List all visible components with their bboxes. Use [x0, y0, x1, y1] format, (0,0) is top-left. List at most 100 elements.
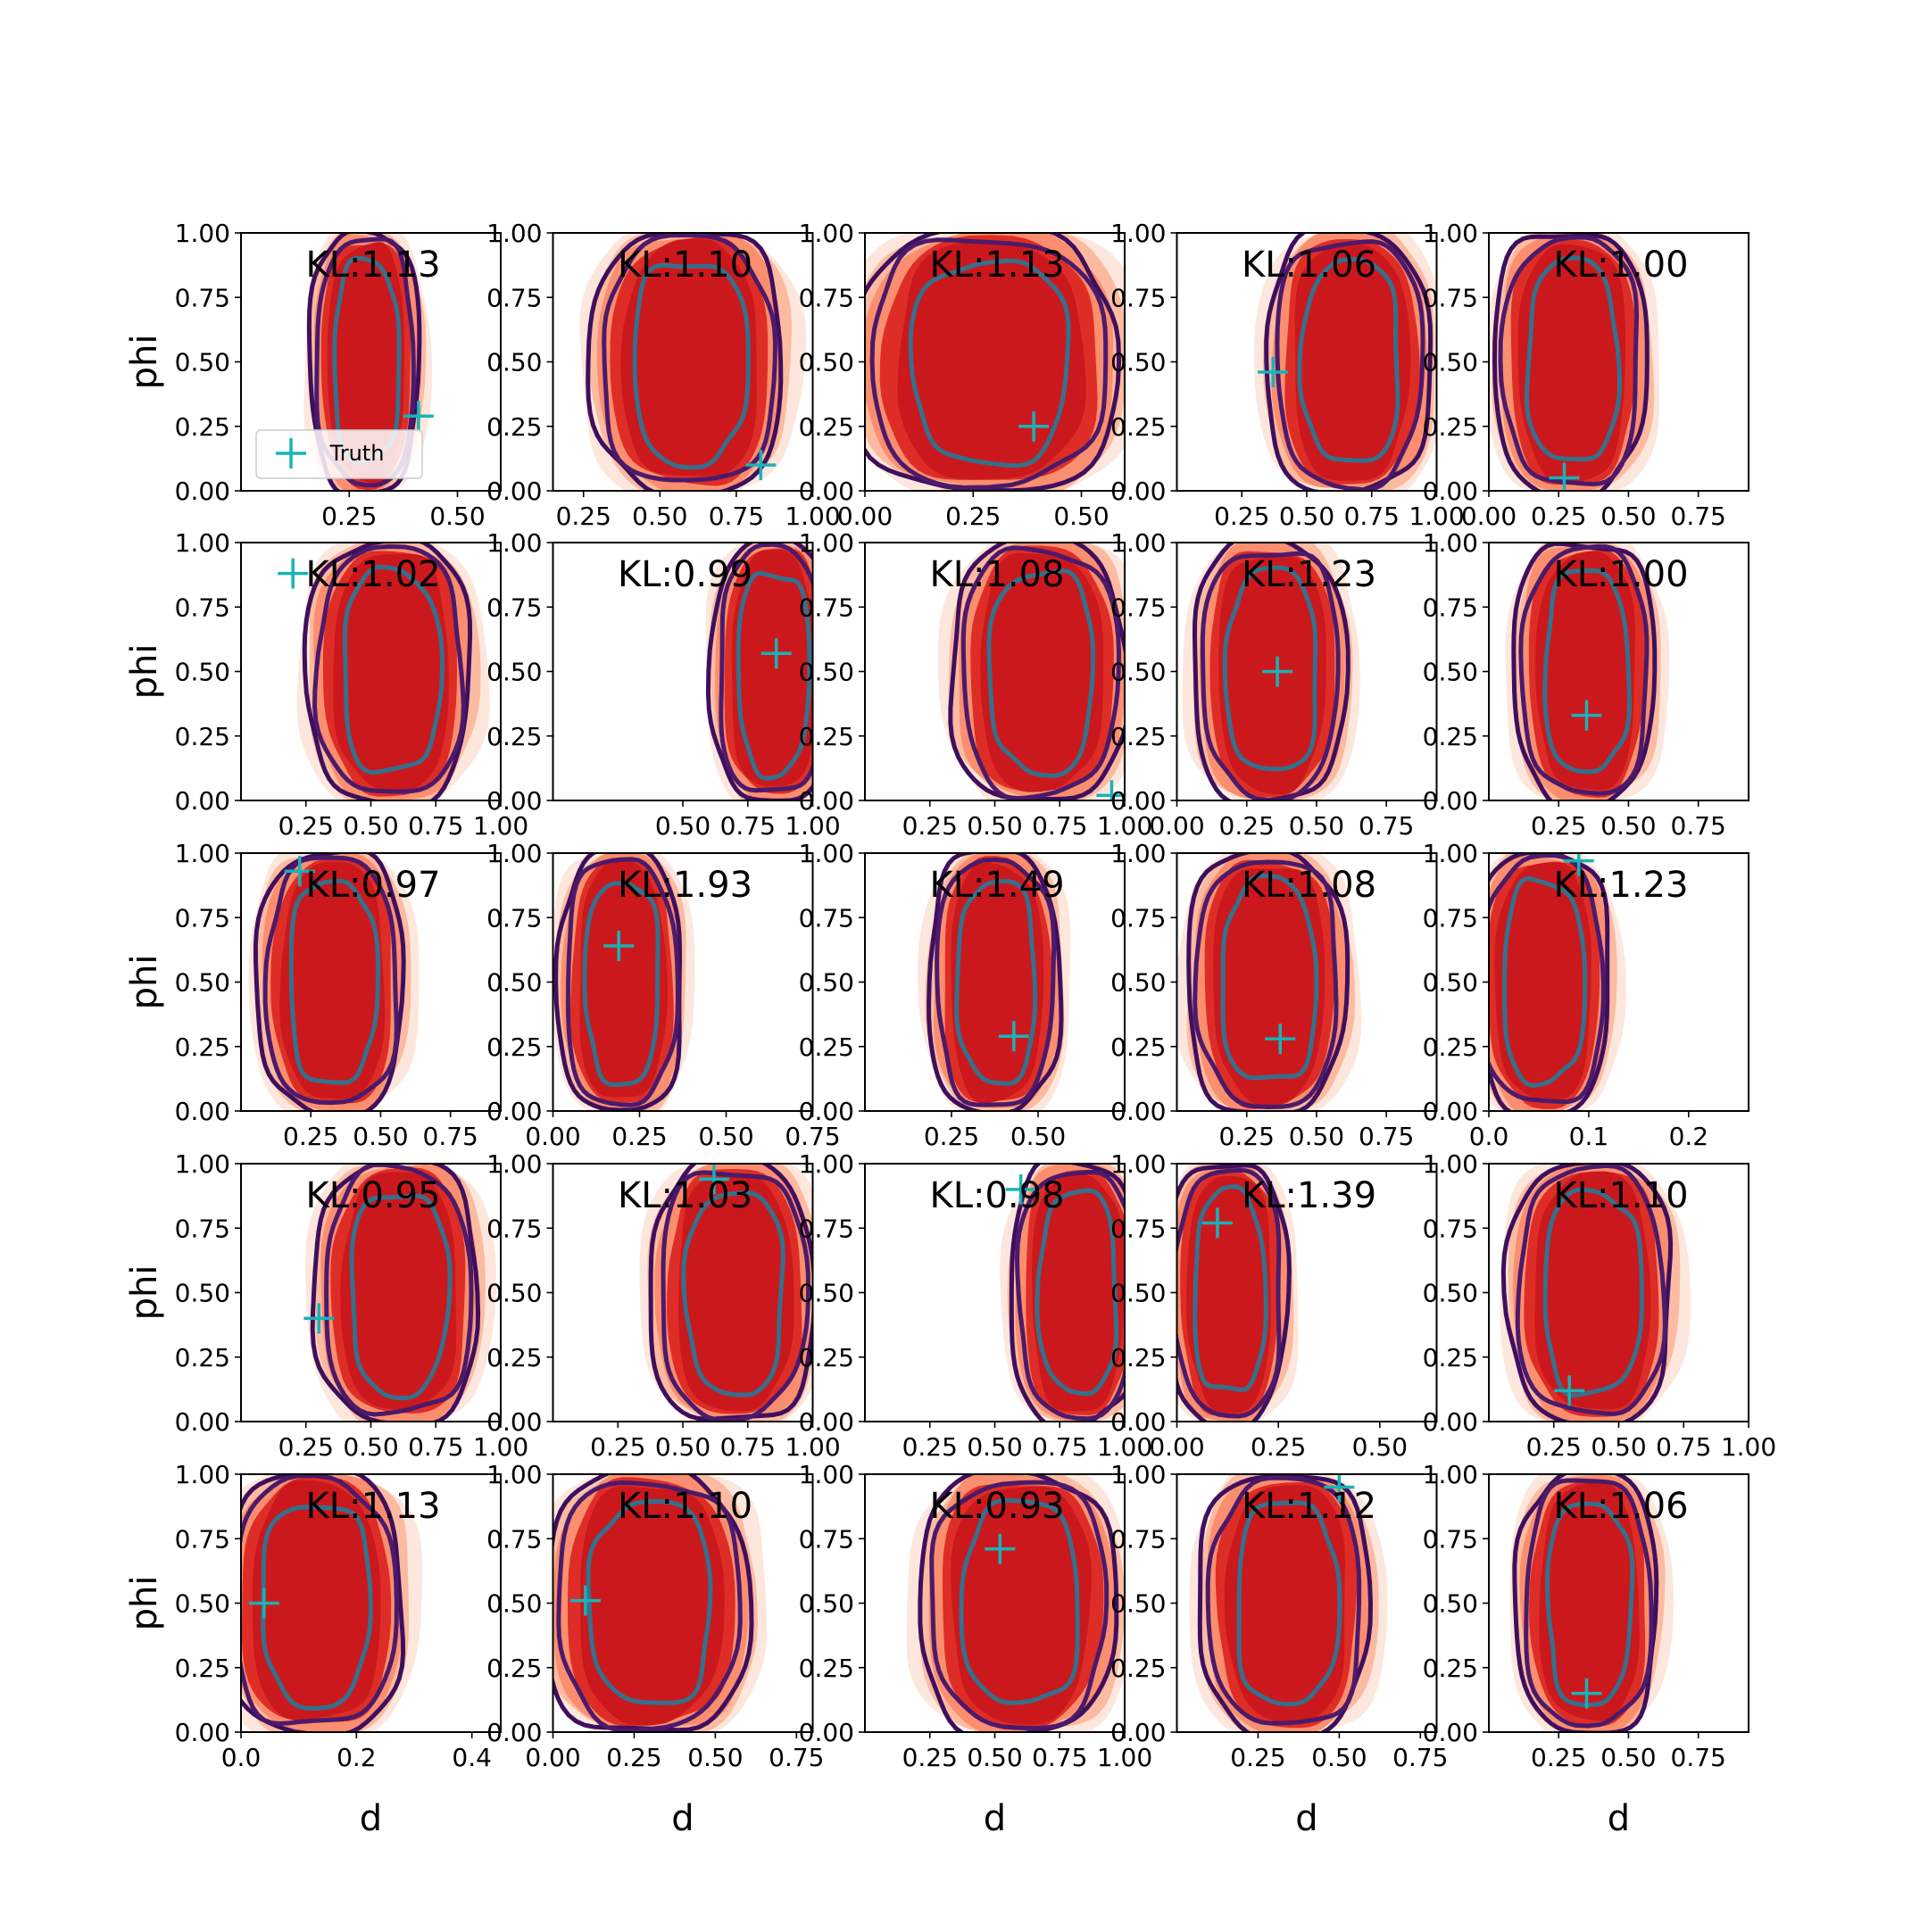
density-fill-level-5: [1494, 861, 1591, 1101]
contour-outer: [927, 853, 1064, 1111]
density-fill-level-5: [1517, 244, 1626, 483]
x-tick-label: 0.00: [1461, 502, 1517, 531]
x-tick-label: 0.50: [967, 1743, 1022, 1772]
y-tick-label: 0.25: [799, 412, 854, 442]
contour-inner: [1035, 1188, 1119, 1397]
contour-inner: [954, 878, 1038, 1086]
x-axis-label: d: [360, 1798, 382, 1839]
y-tick-label: 0.75: [1110, 1524, 1166, 1554]
contour-outer: [241, 1474, 406, 1732]
truth-marker: [284, 856, 315, 887]
truth-marker: [698, 1164, 729, 1195]
subplot-6: 0.00 0.25 0.50 0.75 1.00 0.25 0.50 0.75 1.00 KL:1…: [124, 528, 528, 841]
y-tick-label: 1.00: [486, 219, 542, 248]
x-tick-label: 0.0: [221, 1743, 262, 1772]
x-tick-label: 0.25: [1230, 1743, 1285, 1772]
y-tick-label: 0.50: [1423, 1279, 1478, 1308]
y-tick-label: 0.50: [1423, 348, 1478, 377]
y-tick-label: 0.50: [799, 348, 854, 377]
x-tick-label: 0.75: [769, 1743, 824, 1772]
contour-middle: [241, 1474, 399, 1727]
x-tick-label: 0.50: [655, 811, 711, 841]
contour-middle: [262, 855, 399, 1106]
subplot-3: 0.00 0.25 0.50 0.75 1.00 0.00 0.25 0.50 KL:1.13: [799, 219, 1126, 531]
density-fill-level-5: [980, 552, 1104, 792]
x-tick-label: 0.50: [687, 1743, 743, 1772]
density-layers: [639, 1164, 813, 1422]
contour-inner: [1236, 1500, 1342, 1707]
x-tick-label: 0.75: [1671, 502, 1726, 531]
density-layers: [1176, 1164, 1299, 1422]
y-tick-label: 0.75: [799, 903, 854, 933]
y-tick-label: 1.00: [799, 839, 854, 868]
y-tick-label: 0.25: [486, 1032, 542, 1062]
y-axis-label: phi: [124, 955, 165, 1010]
x-tick-label: 0.2: [1669, 1122, 1709, 1151]
y-tick-label: 1.00: [799, 1149, 854, 1179]
x-tick-label: 0.75: [1344, 502, 1400, 531]
subplot-8: 0.00 0.25 0.50 0.75 1.00 0.25 0.50 0.75 1.00 KL:1…: [799, 528, 1153, 841]
y-tick-label: 1.00: [486, 1460, 542, 1489]
kl-annotation: KL:1.13: [305, 1486, 440, 1527]
y-tick-label: 0.50: [1110, 658, 1166, 687]
kl-annotation: KL:0.95: [305, 1175, 440, 1216]
y-tick-label: 0.25: [1423, 722, 1478, 751]
y-tick-label: 0.00: [486, 1718, 542, 1747]
density-fill-level-5: [579, 859, 668, 1098]
subplot-21: 0.00 0.25 0.50 0.75 1.00 0.0 0.2 0.4 KL:1.13 phi d: [124, 1460, 502, 1839]
x-tick-label: 0.50: [1600, 502, 1656, 531]
x-tick-label: 0.25: [278, 1432, 334, 1462]
kl-annotation: KL:1.12: [1242, 1486, 1376, 1527]
legend-box: [255, 429, 423, 479]
y-tick-label: 0.50: [1423, 658, 1478, 687]
density-layers: [248, 853, 420, 1111]
truth-marker: [248, 1588, 279, 1619]
x-tick-label: 0.25: [1526, 1432, 1582, 1462]
x-tick-label: 0.50: [655, 1432, 711, 1462]
x-tick-label: 1.00: [785, 811, 840, 841]
y-tick-label: 0.00: [1110, 1097, 1166, 1126]
y-tick-label: 0.25: [1110, 412, 1166, 442]
x-tick-label: 0.75: [1671, 811, 1726, 841]
y-tick-label: 1.00: [175, 219, 230, 248]
x-tick-label: 0.75: [785, 1122, 840, 1151]
kl-annotation: KL:1.49: [929, 865, 1064, 906]
y-tick-label: 1.00: [1110, 1460, 1166, 1489]
y-tick-label: 0.00: [1423, 1097, 1478, 1126]
y-tick-label: 0.50: [1423, 1589, 1478, 1619]
kl-annotation: KL:1.10: [618, 1486, 752, 1527]
x-tick-label: 1.00: [1097, 811, 1152, 841]
subplot-5: 0.00 0.25 0.50 0.75 1.00 0.00 0.25 0.50 0.75 KL:1…: [1423, 219, 1749, 531]
y-tick-label: 0.00: [486, 786, 542, 816]
y-tick-label: 1.00: [799, 219, 854, 248]
y-tick-label: 0.00: [175, 1097, 230, 1126]
density-layers: [865, 233, 1125, 491]
truth-marker: [1265, 1024, 1296, 1055]
y-tick-label: 0.75: [799, 593, 854, 622]
contour-middle: [929, 1480, 1109, 1731]
x-tick-label: 0.50: [1591, 1432, 1646, 1462]
y-tick-label: 0.50: [1110, 968, 1166, 998]
y-tick-label: 0.25: [175, 722, 230, 751]
contour-inner: [349, 1193, 453, 1401]
y-tick-label: 0.25: [486, 1343, 542, 1372]
density-layers: [1500, 1164, 1691, 1422]
y-tick-label: 0.25: [486, 722, 542, 751]
contour-outer: [1264, 233, 1434, 491]
density-layers: [918, 853, 1071, 1111]
contour-inner: [908, 258, 1071, 468]
y-tick-label: 0.75: [1110, 903, 1166, 933]
y-tick-label: 0.75: [486, 1214, 542, 1243]
contour-middle: [935, 857, 1057, 1107]
contour-middle: [312, 543, 466, 794]
truth-marker: [1096, 780, 1125, 800]
y-tick-label: 1.00: [1110, 528, 1166, 558]
kl-annotation: KL:1.93: [618, 865, 752, 906]
x-tick-label: 0.25: [1219, 1122, 1275, 1151]
x-tick-label: 0.50: [1010, 1122, 1066, 1151]
y-tick-label: 0.50: [486, 658, 542, 687]
x-tick-label: 0.50: [1279, 502, 1334, 531]
y-tick-label: 0.00: [175, 1718, 230, 1747]
contour-outer: [1500, 1164, 1674, 1422]
